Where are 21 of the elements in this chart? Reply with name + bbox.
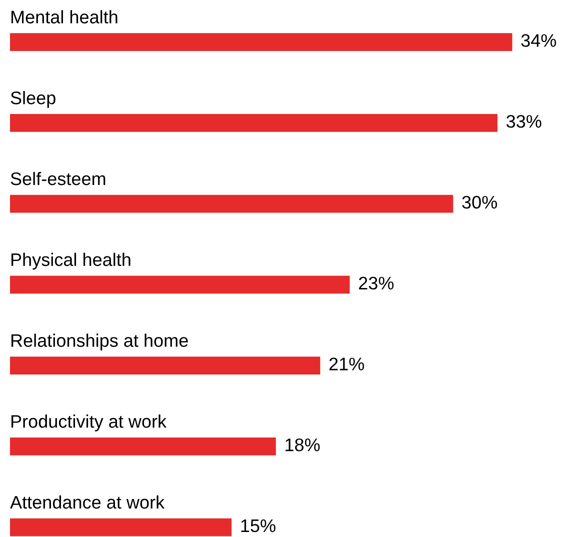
y-tick-label: Mental health (11, 10, 118, 24)
y-tick-label: Physical health (11, 252, 130, 270)
data-label: 21% (329, 358, 364, 370)
y-tick-label: Attendance at work (10, 495, 165, 509)
bar (10, 518, 232, 536)
bar (10, 276, 350, 294)
data-label: 33% (506, 114, 542, 128)
y-tick-label: Sleep (10, 91, 56, 108)
y-tick-label: Relationships at home (11, 334, 188, 351)
y-tick-label: Productivity at work (11, 414, 167, 432)
data-label: 34% (521, 34, 556, 47)
data-label: 18% (286, 438, 320, 452)
data-label: 30% (462, 196, 497, 209)
bar (10, 356, 320, 374)
data-label: 15% (241, 519, 276, 532)
bar (10, 33, 512, 51)
bar (10, 114, 498, 132)
bar (10, 438, 276, 456)
data-label: 23% (358, 276, 394, 290)
bar (10, 194, 454, 213)
y-tick-label: Self-esteem (10, 172, 106, 186)
